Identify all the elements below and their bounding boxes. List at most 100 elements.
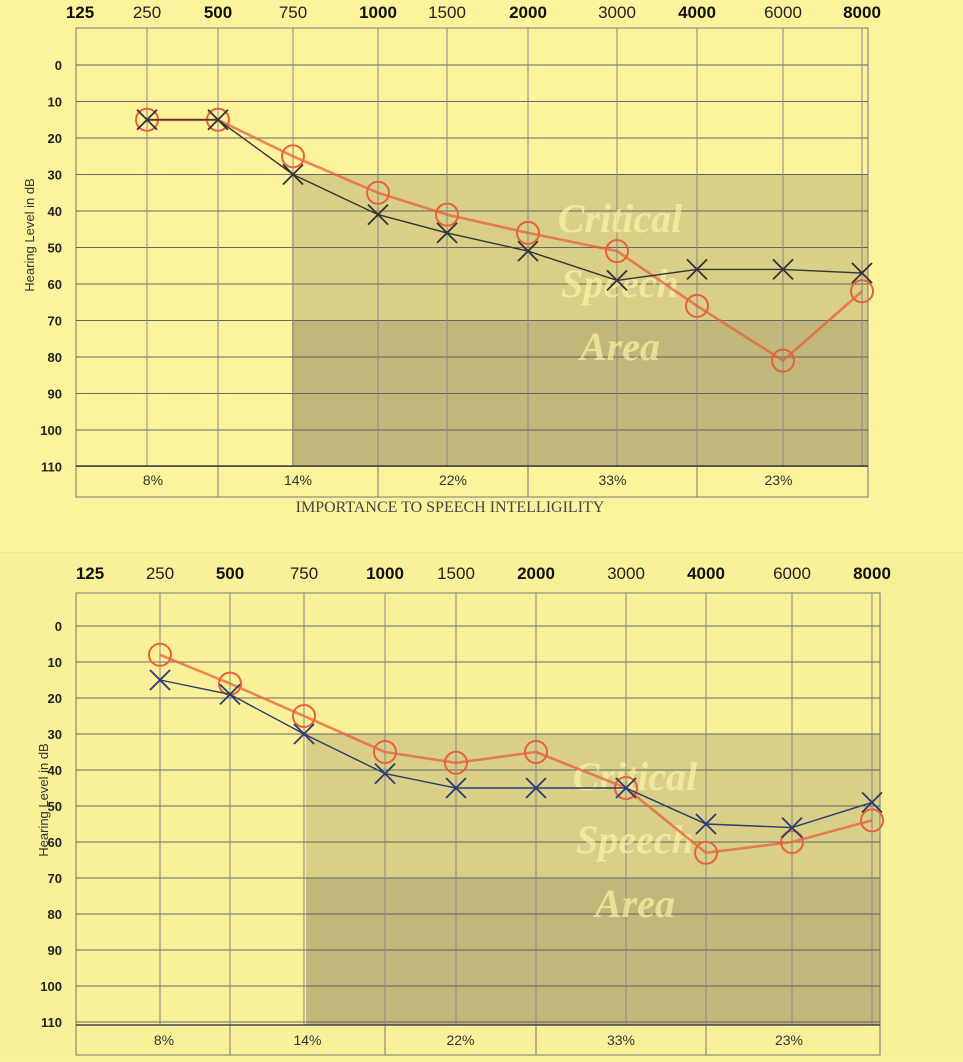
speech-area-dark bbox=[306, 878, 880, 1025]
data-point-cross bbox=[861, 791, 883, 814]
data-point-cross bbox=[695, 813, 717, 835]
data-point-circle bbox=[444, 750, 468, 775]
series-line-cross bbox=[159, 679, 873, 829]
y-tick-label: 10 bbox=[48, 655, 62, 670]
frequency-label: 125 bbox=[66, 3, 94, 22]
data-point-circle bbox=[850, 279, 874, 304]
data-point-cross bbox=[615, 777, 637, 799]
data-point-cross bbox=[282, 163, 304, 186]
audiogram-bottom-sheet: 0 10 20 30 40 50 60 70 80 90 100 110 125 250 500 750 100… bbox=[0, 552, 963, 1057]
plot-frame bbox=[75, 592, 881, 1056]
plot-frame bbox=[75, 27, 869, 498]
audiogram-top-sheet: 0 10 20 30 40 50 60 70 80 90 100 110 125 250 500 750 100… bbox=[22, 3, 881, 516]
data-point-circle bbox=[292, 704, 316, 728]
frequency-label: 750 bbox=[279, 3, 307, 22]
y-tick-label: 70 bbox=[48, 314, 62, 329]
importance-percent: 22% bbox=[446, 1032, 474, 1048]
y-tick-label: 50 bbox=[48, 241, 62, 256]
y-tick-label: 10 bbox=[48, 95, 62, 110]
data-point-circle bbox=[516, 220, 540, 245]
data-point-cross bbox=[136, 109, 158, 131]
y-tick-label: 40 bbox=[48, 763, 62, 778]
data-point-cross bbox=[772, 258, 794, 281]
importance-percent: 14% bbox=[293, 1032, 321, 1048]
series-line-circle bbox=[147, 118, 863, 363]
data-point-circle bbox=[281, 144, 305, 169]
importance-percent: 23% bbox=[764, 472, 792, 488]
audiogram-top-chart: 0 10 20 30 40 50 60 70 80 90 100 110 125 250 500 750 100… bbox=[22, 3, 881, 516]
y-tick-label: 100 bbox=[40, 423, 62, 438]
data-point-cross bbox=[606, 269, 628, 291]
data-point-cross bbox=[367, 204, 389, 226]
frequency-label: 3000 bbox=[598, 3, 636, 22]
frequency-label: 6000 bbox=[773, 564, 811, 583]
frequency-label: 500 bbox=[216, 564, 244, 583]
frequency-label: 8000 bbox=[843, 3, 881, 22]
importance-percent: 8% bbox=[143, 472, 163, 488]
data-point-circle bbox=[524, 740, 548, 764]
frequency-label: 750 bbox=[290, 564, 318, 583]
frequency-label: 2000 bbox=[509, 3, 547, 22]
data-point-cross bbox=[517, 240, 539, 262]
y-tick-label: 110 bbox=[41, 460, 62, 475]
frequency-label: 4000 bbox=[678, 3, 716, 22]
frequency-label: 125 bbox=[76, 564, 104, 583]
data-point-cross bbox=[445, 777, 467, 799]
data-point-cross bbox=[781, 816, 803, 839]
data-point-circle bbox=[605, 239, 629, 264]
data-point-circle bbox=[771, 348, 795, 373]
y-tick-label: 0 bbox=[55, 58, 62, 73]
y-tick-label: 80 bbox=[48, 350, 62, 365]
importance-percent: 22% bbox=[439, 472, 467, 488]
frequency-label: 2000 bbox=[517, 564, 555, 583]
data-point-circle bbox=[366, 180, 390, 205]
y-tick-label: 60 bbox=[48, 835, 62, 850]
y-tick-label: 70 bbox=[48, 871, 62, 886]
speech-area-caption: Speech bbox=[576, 817, 694, 862]
data-point-cross bbox=[436, 222, 458, 244]
frequency-label: 250 bbox=[146, 564, 174, 583]
data-point-cross bbox=[686, 258, 708, 281]
x-axis-label: IMPORTANCE TO SPEECH INTELLIGILITY bbox=[296, 499, 605, 516]
y-tick-label: 90 bbox=[48, 943, 62, 958]
data-point-cross bbox=[207, 109, 229, 131]
importance-percent: 33% bbox=[598, 472, 626, 488]
frequency-label: 6000 bbox=[764, 3, 802, 22]
data-point-cross bbox=[293, 723, 315, 745]
speech-area-caption: Area bbox=[577, 324, 660, 369]
speech-area-caption: Area bbox=[592, 881, 675, 926]
frequency-label: 4000 bbox=[687, 564, 725, 583]
importance-percent: 23% bbox=[775, 1032, 803, 1048]
frequency-label: 1000 bbox=[366, 564, 404, 583]
data-point-cross bbox=[219, 683, 241, 706]
y-tick-label: 90 bbox=[48, 387, 62, 402]
y-axis-label: Hearing Level in dB bbox=[36, 743, 51, 856]
data-point-cross bbox=[374, 762, 396, 785]
data-point-cross bbox=[149, 669, 171, 691]
y-tick-label: 100 bbox=[40, 979, 62, 994]
data-point-circle bbox=[148, 642, 172, 667]
y-tick-label: 30 bbox=[48, 727, 62, 742]
frequency-label: 250 bbox=[133, 3, 161, 22]
y-tick-label: 30 bbox=[48, 168, 62, 183]
data-point-circle bbox=[780, 830, 804, 854]
y-tick-label: 50 bbox=[48, 799, 62, 814]
series-line-circle bbox=[159, 653, 873, 855]
frequency-label: 1500 bbox=[428, 3, 466, 22]
importance-percent: 14% bbox=[284, 472, 312, 488]
data-point-circle bbox=[435, 202, 459, 227]
data-point-circle bbox=[373, 740, 397, 764]
y-tick-label: 40 bbox=[48, 204, 62, 219]
y-tick-label: 20 bbox=[48, 131, 62, 146]
y-axis-label: Hearing Level in dB bbox=[22, 178, 37, 291]
frequency-label: 1500 bbox=[437, 564, 475, 583]
audiogram-bottom-chart: 0 10 20 30 40 50 60 70 80 90 100 110 125 250 500 750 100… bbox=[36, 564, 891, 1056]
y-tick-label: 80 bbox=[48, 907, 62, 922]
y-tick-label: 20 bbox=[48, 691, 62, 706]
y-tick-label: 0 bbox=[55, 619, 62, 634]
data-point-circle bbox=[694, 840, 718, 865]
frequency-label: 3000 bbox=[607, 564, 645, 583]
frequency-label: 1000 bbox=[359, 3, 397, 22]
frequency-label: 8000 bbox=[853, 564, 891, 583]
data-point-circle bbox=[685, 293, 709, 318]
